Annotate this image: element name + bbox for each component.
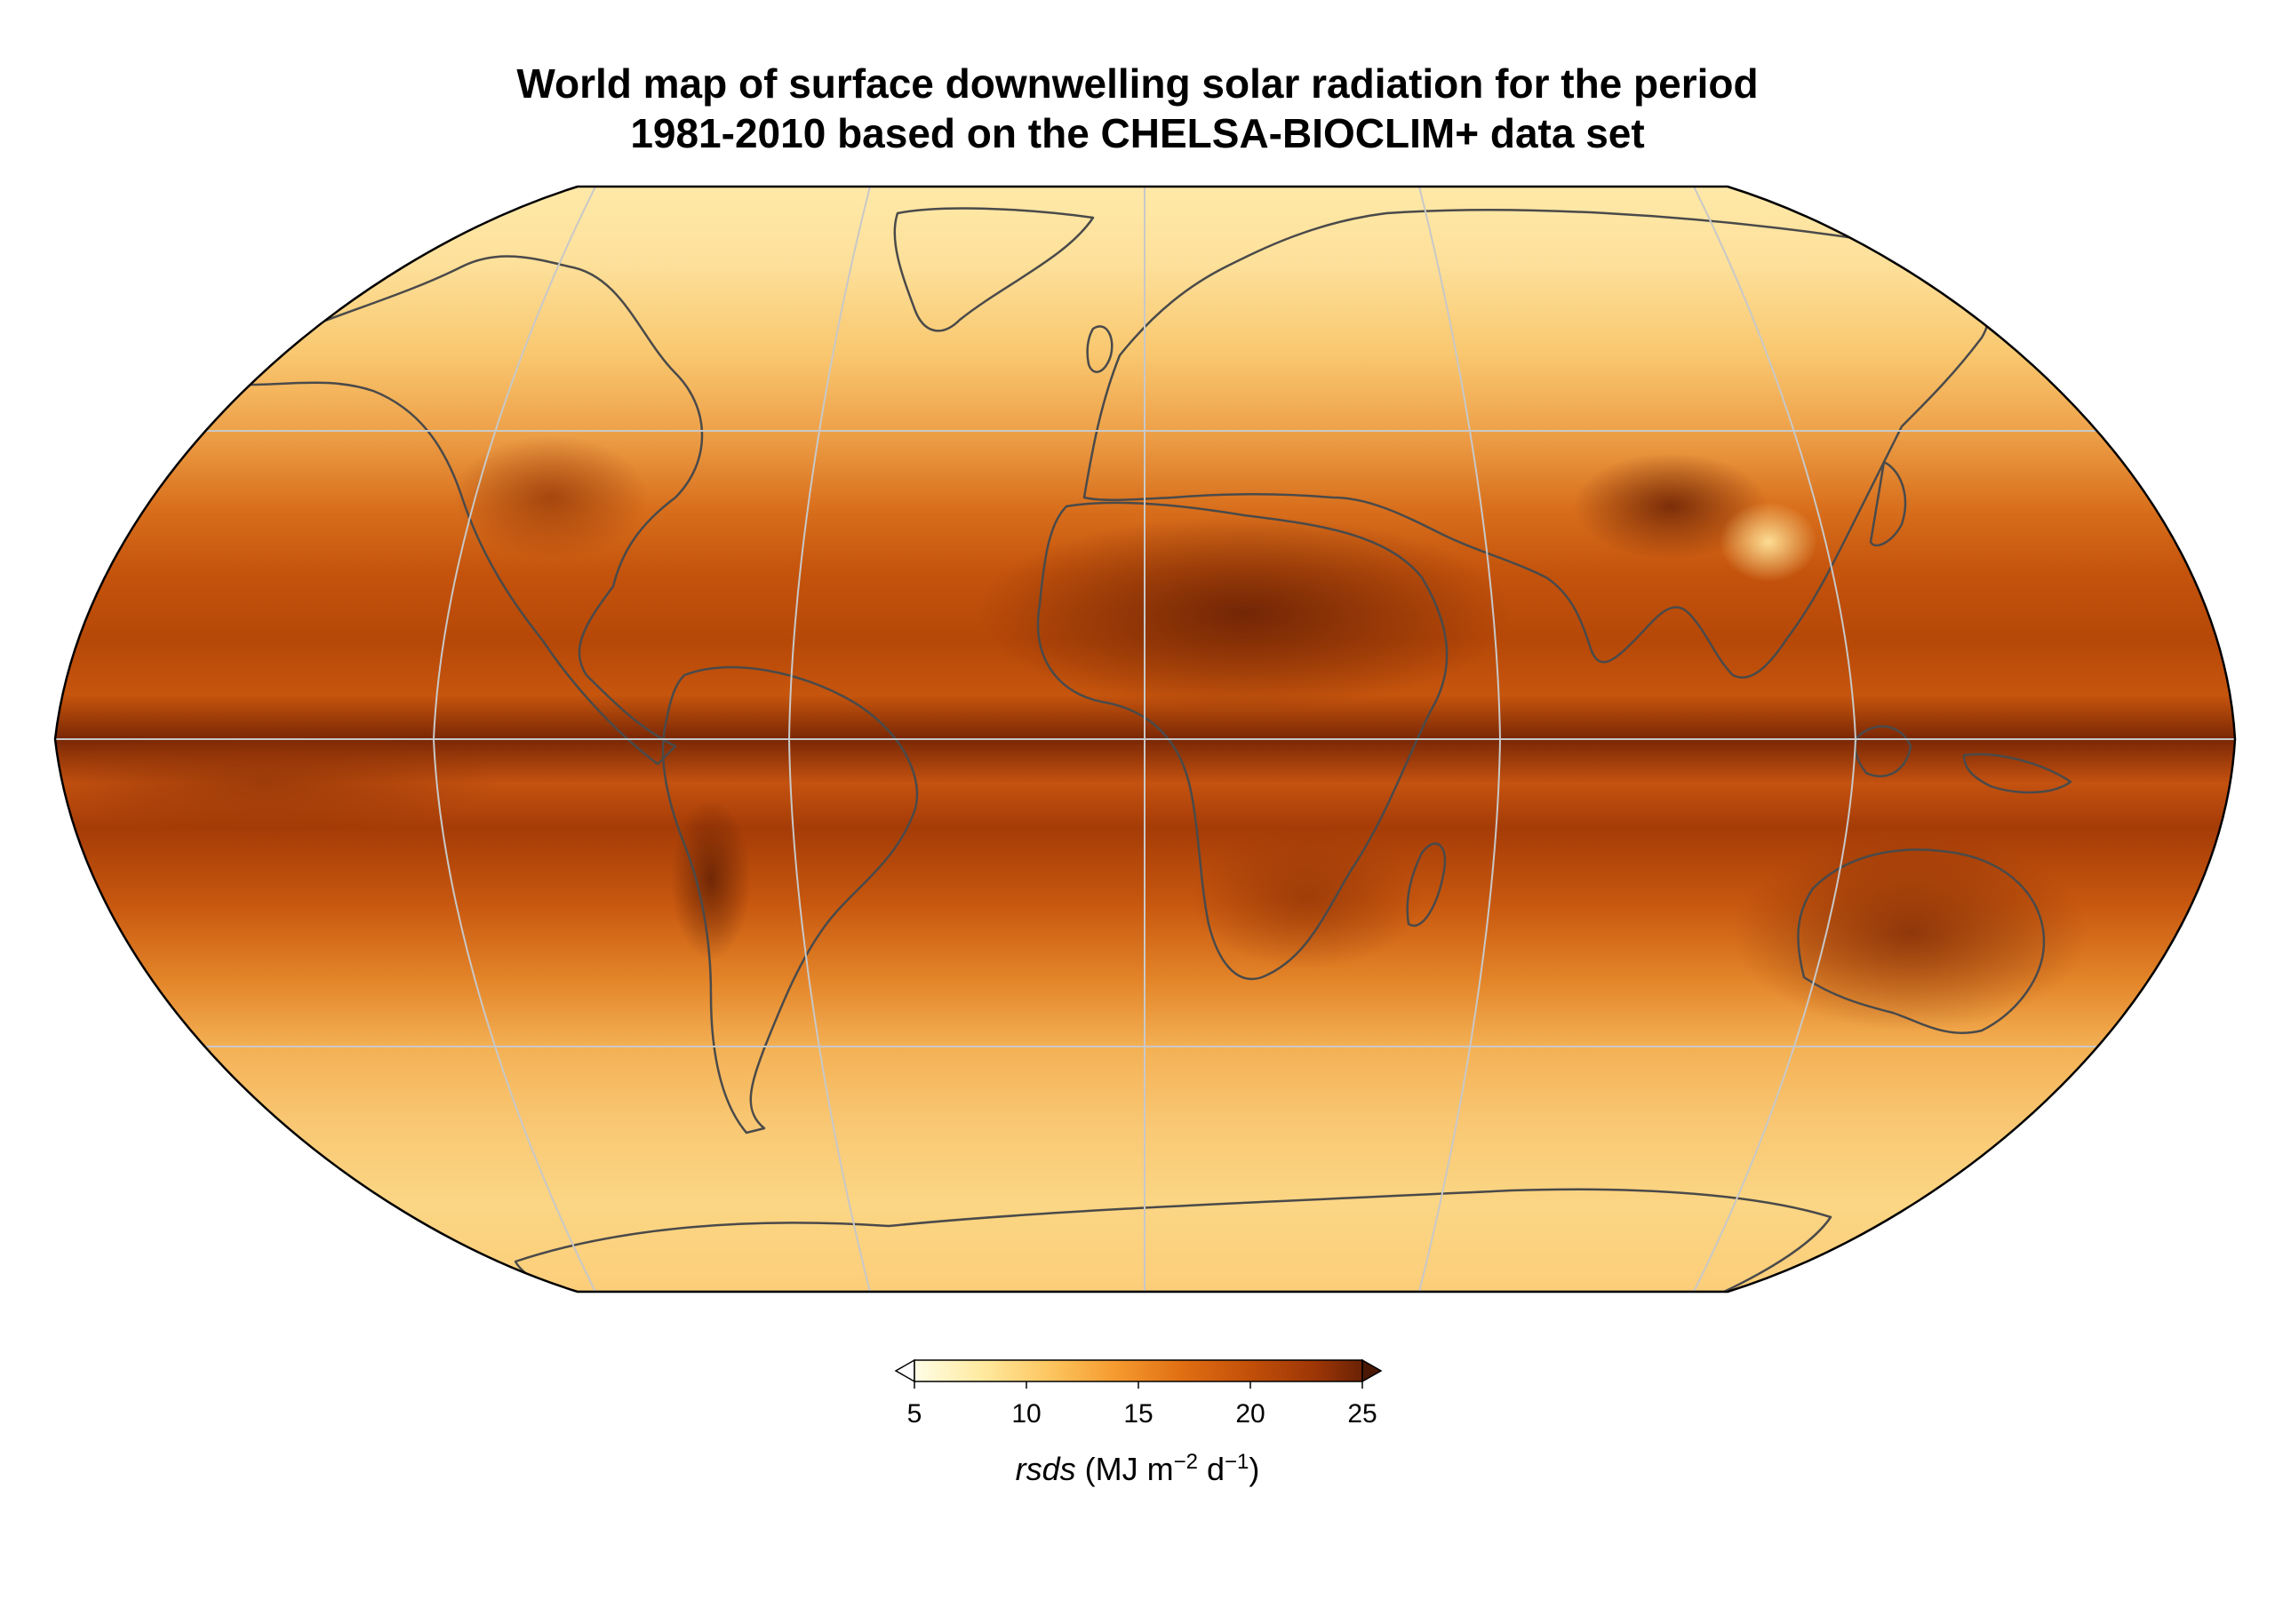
map-title-line-1: World map of surface downwelling solar r… xyxy=(516,60,1759,107)
east-pacific-high xyxy=(55,728,498,835)
coast-greenland xyxy=(893,207,1095,332)
colorbar-tick-label-2: 15 xyxy=(1123,1399,1153,1429)
coast-australia xyxy=(1797,848,2046,1034)
map-field xyxy=(55,187,2235,1292)
coast-antarctica xyxy=(514,1188,1832,1292)
coast-british-isles xyxy=(1086,325,1114,373)
coast-madagascar xyxy=(1406,842,1447,927)
coastlines xyxy=(212,207,2144,1292)
coast-south-america xyxy=(661,665,919,1134)
colorbar-ticks: 5 10 15 20 25 xyxy=(907,1381,1377,1429)
colorbar-unit-exponent-1: −2 xyxy=(1173,1450,1198,1474)
gridline-lon-60w xyxy=(787,187,871,1292)
gridline-lon-60e xyxy=(1418,187,1502,1292)
colorbar-tick-label-1: 10 xyxy=(1011,1399,1041,1429)
coast-north-america xyxy=(212,255,704,766)
gridline-lon-120e xyxy=(1693,187,1857,1292)
colorbar-unit-prefix: (MJ m xyxy=(1084,1451,1174,1487)
colorbar-extend-low xyxy=(894,1358,915,1383)
map-title: World map of surface downwelling solar r… xyxy=(0,59,2275,158)
colorbar-label: rsds (MJ m−2 d−1) xyxy=(0,1450,2275,1488)
colorbar-extend-high xyxy=(1361,1358,1383,1383)
coast-eurasia xyxy=(1082,209,1990,679)
coast-japan xyxy=(1869,460,1907,547)
southern-africa-high xyxy=(1191,826,1422,968)
sahara-high xyxy=(978,515,1511,711)
gridline-lon-120w xyxy=(432,187,596,1292)
coast-borneo xyxy=(1854,725,1912,777)
andes-high xyxy=(671,800,751,959)
australia-high xyxy=(1733,835,2088,1031)
colorbar-ramp xyxy=(914,1359,1363,1382)
coast-new-guinea xyxy=(1962,752,2072,794)
map-frame xyxy=(53,185,2237,1294)
colorbar-unit-mid: d xyxy=(1197,1451,1225,1487)
colorbar-variable: rsds xyxy=(1015,1451,1076,1487)
colorbar-tick-label-3: 20 xyxy=(1235,1399,1265,1429)
north-america-sw-high xyxy=(453,435,649,560)
coast-africa xyxy=(1036,501,1449,981)
colorbar-tick-label-0: 5 xyxy=(907,1399,922,1429)
colorbar-tick-label-4: 25 xyxy=(1347,1399,1377,1429)
colorbar-unit-exponent-2: −1 xyxy=(1225,1450,1249,1474)
graticule xyxy=(55,187,2235,1292)
colorbar-unit-suffix: ) xyxy=(1249,1451,1260,1487)
map-title-line-2: 1981-2010 based on the CHELSA-BIOCLIM+ d… xyxy=(630,110,1645,156)
china-low xyxy=(1720,502,1817,582)
tibet-high xyxy=(1573,453,1768,560)
